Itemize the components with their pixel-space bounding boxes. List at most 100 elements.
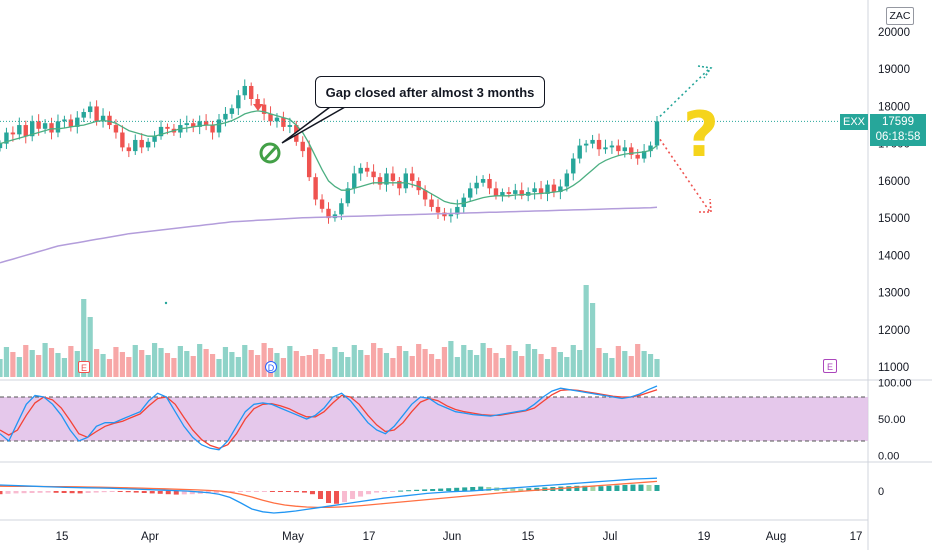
volume-bar [158, 348, 164, 377]
volume-bar [647, 354, 654, 377]
candle-body [603, 147, 608, 150]
candle-body [474, 182, 479, 189]
candle-body [184, 123, 189, 126]
candle-body [242, 85, 247, 96]
macd-histogram-bar [285, 491, 291, 492]
candle-body [442, 212, 447, 217]
time-tick-label: 17 [363, 531, 376, 543]
candle-body [538, 188, 544, 194]
candle-body [564, 173, 570, 187]
candle-body [268, 113, 273, 122]
stoch-band [0, 397, 868, 441]
candle-body [319, 199, 325, 209]
candle-body [49, 123, 54, 133]
macd-histogram-bar [141, 491, 147, 493]
volume-bar [319, 354, 325, 377]
candle-body [429, 199, 434, 207]
projection-down-arrowhead [699, 198, 712, 213]
candle-body [100, 115, 106, 122]
macd-histogram-bar [350, 491, 356, 499]
stoch-k-line [0, 385, 658, 451]
macd-histogram-bar [5, 491, 11, 494]
dividend-marker[interactable]: D [265, 361, 277, 373]
volume-bar [448, 341, 454, 377]
volume-bar [119, 352, 125, 377]
macd-histogram-bar [21, 491, 27, 494]
macd-histogram-bar [446, 488, 452, 491]
volume-bar [474, 355, 480, 377]
volume-bar [216, 359, 222, 377]
candle-body [126, 147, 132, 152]
candle-body [629, 147, 634, 155]
volume-bar [564, 357, 570, 377]
macd-histogram-bar [606, 485, 612, 491]
macd-histogram-bar [590, 486, 596, 491]
candle-body [4, 132, 9, 144]
projection-up-arrowhead [697, 65, 713, 79]
price-tick-label: 12000 [878, 325, 910, 337]
candle-body [352, 173, 357, 189]
volume-bar [261, 343, 267, 377]
macd-histogram-bar [93, 491, 99, 493]
volume-bar [377, 348, 383, 377]
volume-bar [577, 350, 583, 377]
volume-bar [248, 350, 254, 377]
candle-body [300, 141, 305, 152]
macd-histogram-bar [654, 485, 660, 491]
earnings-marker-2[interactable]: E [823, 359, 837, 373]
candle-body [216, 119, 222, 133]
macd-signal-line [0, 480, 658, 509]
candle-body [410, 173, 415, 181]
candle-body [364, 167, 370, 172]
macd-histogram-bar [406, 490, 412, 492]
macd-histogram-bar [630, 484, 636, 491]
candle-body [36, 121, 41, 129]
volume-bar [602, 353, 609, 377]
macd-histogram-bar [502, 487, 508, 491]
candle-body [558, 186, 563, 193]
candle-body [152, 136, 157, 142]
volume-bar [139, 350, 145, 377]
candle-body [480, 179, 486, 183]
macd-histogram-bar [534, 487, 540, 491]
volume-bar [203, 349, 209, 377]
volume-bar [332, 347, 338, 377]
candle-body [609, 145, 615, 148]
price-tick-label: 16000 [878, 176, 910, 188]
candle-body [455, 206, 460, 215]
candle-body [75, 117, 80, 127]
macd-histogram-bar [101, 491, 107, 493]
candle-body [622, 147, 627, 152]
volume-bar [422, 349, 428, 377]
candle-body [0, 143, 3, 149]
macd-histogram-bar [478, 486, 484, 491]
macd-histogram-bar [157, 491, 163, 494]
volume-bar [416, 344, 422, 377]
macd-histogram-bar [614, 485, 620, 491]
earnings-marker-1[interactable]: E [78, 361, 90, 373]
macd-histogram-bar [253, 491, 259, 492]
ma-fast-line [0, 110, 658, 205]
volume-bar [454, 357, 460, 377]
candle-body [513, 190, 518, 194]
volume-bar [287, 346, 293, 377]
macd-histogram-bar [69, 491, 75, 494]
candle-body [590, 139, 595, 144]
macd-histogram-bar [486, 487, 492, 491]
candle-body [422, 190, 428, 200]
volume-bar [654, 359, 660, 377]
candle-body [493, 188, 499, 196]
annotation-callout[interactable]: Gap closed after almost 3 months [315, 76, 545, 108]
candle-body [55, 121, 61, 133]
volume-bar [242, 345, 248, 377]
macd-histogram-bar [382, 491, 388, 492]
currency-label[interactable]: ZAC [886, 7, 914, 25]
macd-histogram-bar [189, 491, 195, 495]
time-tick-label: 19 [698, 531, 711, 543]
candle-body [62, 119, 67, 122]
volume-bar [274, 353, 280, 377]
macd-histogram-bar [438, 488, 444, 491]
volume-bar [164, 353, 171, 377]
macd-histogram-bar [582, 485, 588, 491]
